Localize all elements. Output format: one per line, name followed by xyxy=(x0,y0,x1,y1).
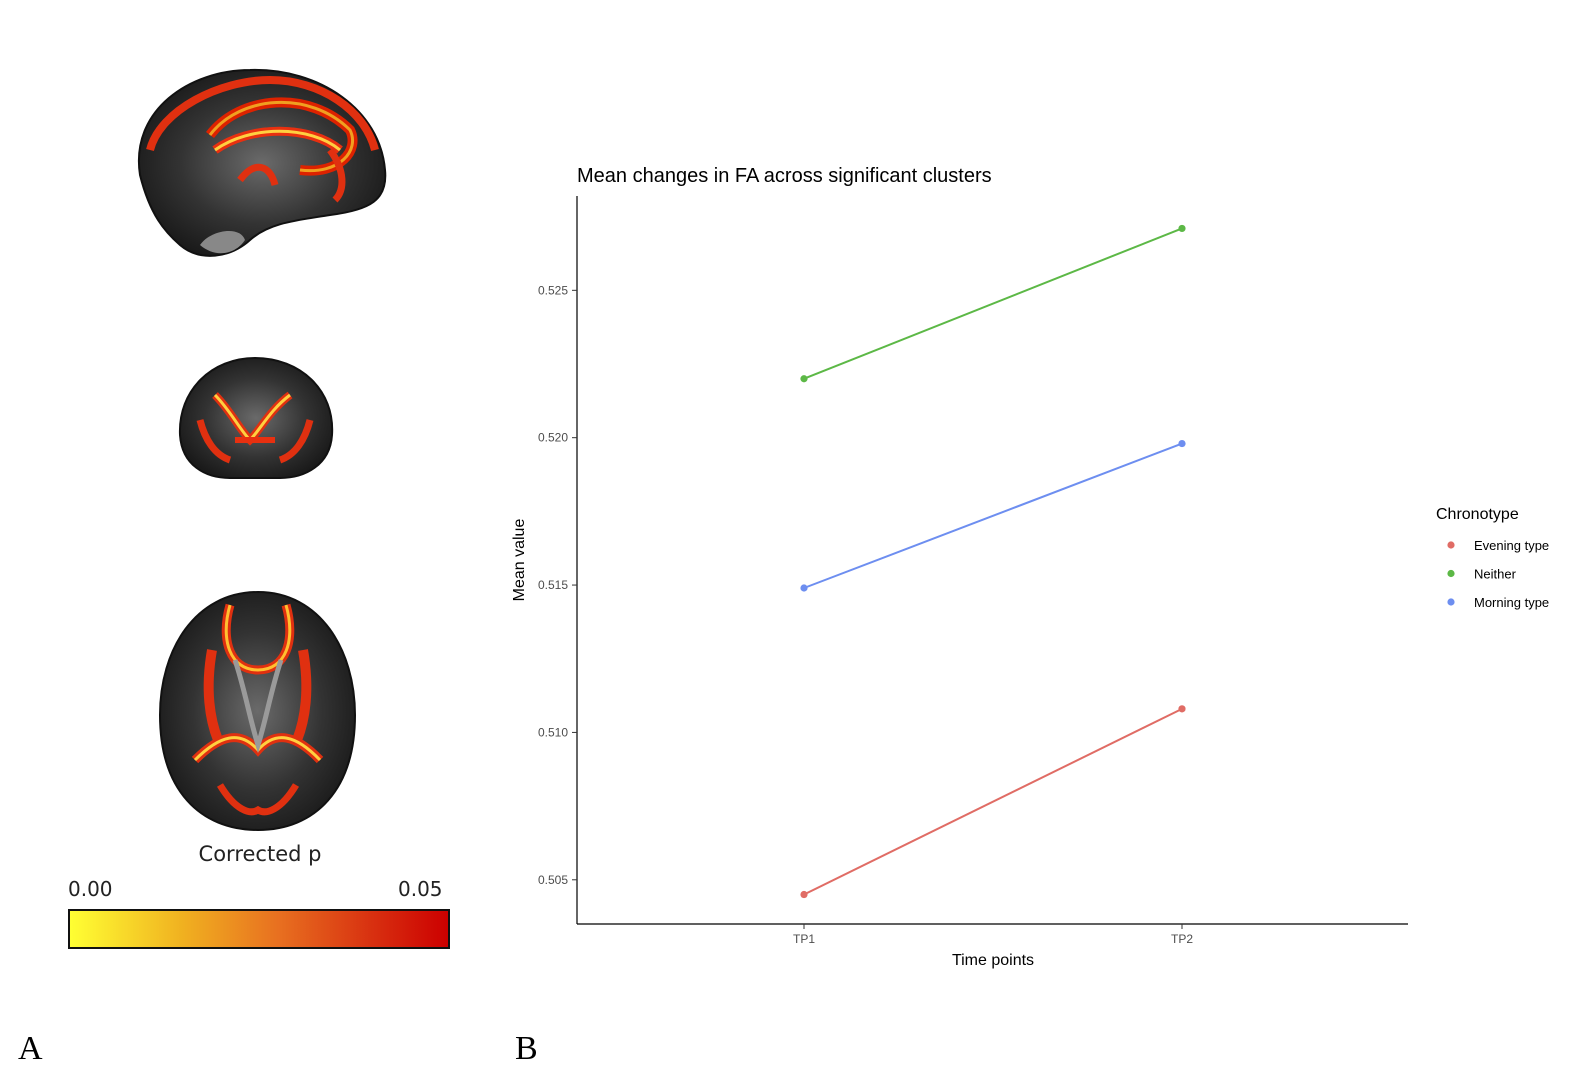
colorbar-max-label: 0.05 xyxy=(398,877,443,901)
x-tick-label: TP2 xyxy=(1171,932,1193,946)
x-ticks: TP1 TP2 xyxy=(793,924,1193,946)
colorbar-title: Corrected p xyxy=(198,842,322,866)
axial-brain-image xyxy=(158,590,357,832)
sagittal-brain-image xyxy=(137,68,387,257)
x-tick-label: TP1 xyxy=(793,932,815,946)
data-point-evening-type-tp2 xyxy=(1178,705,1186,713)
line-chart: Mean changes in FA across significant cl… xyxy=(511,165,1549,969)
data-point-morning-type-tp1 xyxy=(800,584,808,592)
legend-key-neither xyxy=(1447,569,1455,578)
brain-images xyxy=(137,68,387,832)
y-tick-label: 0.515 xyxy=(538,578,568,592)
colorbar-min-label: 0.00 xyxy=(68,877,113,901)
legend-key-morning-type xyxy=(1447,598,1455,606)
brain-panel: Corrected p 0.00 0.05 xyxy=(0,0,500,1000)
y-tick-label: 0.520 xyxy=(538,431,568,445)
colorbar xyxy=(68,909,450,949)
series-lines xyxy=(803,227,1183,896)
legend: Chronotype Evening type Neither Morning ty… xyxy=(1436,506,1549,610)
series-points xyxy=(800,224,1186,899)
legend-title: Chronotype xyxy=(1436,506,1519,523)
series-line-evening-type xyxy=(803,707,1183,896)
data-point-morning-type-tp2 xyxy=(1178,439,1186,448)
coronal-brain-image xyxy=(178,356,334,479)
data-point-neither-tp1 xyxy=(800,375,808,383)
y-ticks: 0.505 0.510 0.515 0.520 0.525 xyxy=(538,283,577,887)
series-line-morning-type xyxy=(803,442,1183,589)
panel-label-b: B xyxy=(515,1030,538,1067)
y-tick-label: 0.505 xyxy=(538,873,568,887)
x-axis-label: Time points xyxy=(952,952,1034,969)
y-tick-label: 0.525 xyxy=(538,283,568,297)
series-line-neither xyxy=(803,227,1183,380)
data-point-neither-tp2 xyxy=(1178,224,1186,233)
data-point-evening-type-tp1 xyxy=(800,890,808,899)
y-tick-label: 0.510 xyxy=(538,725,568,739)
legend-label-evening-type: Evening type xyxy=(1474,538,1549,553)
legend-label-neither: Neither xyxy=(1474,567,1517,582)
legend-key-evening-type xyxy=(1447,541,1455,549)
chart-title: Mean changes in FA across significant cl… xyxy=(577,165,992,187)
y-axis-label: Mean value xyxy=(511,519,528,602)
legend-label-morning-type: Morning type xyxy=(1474,595,1549,610)
panel-label-a: A xyxy=(18,1030,43,1067)
